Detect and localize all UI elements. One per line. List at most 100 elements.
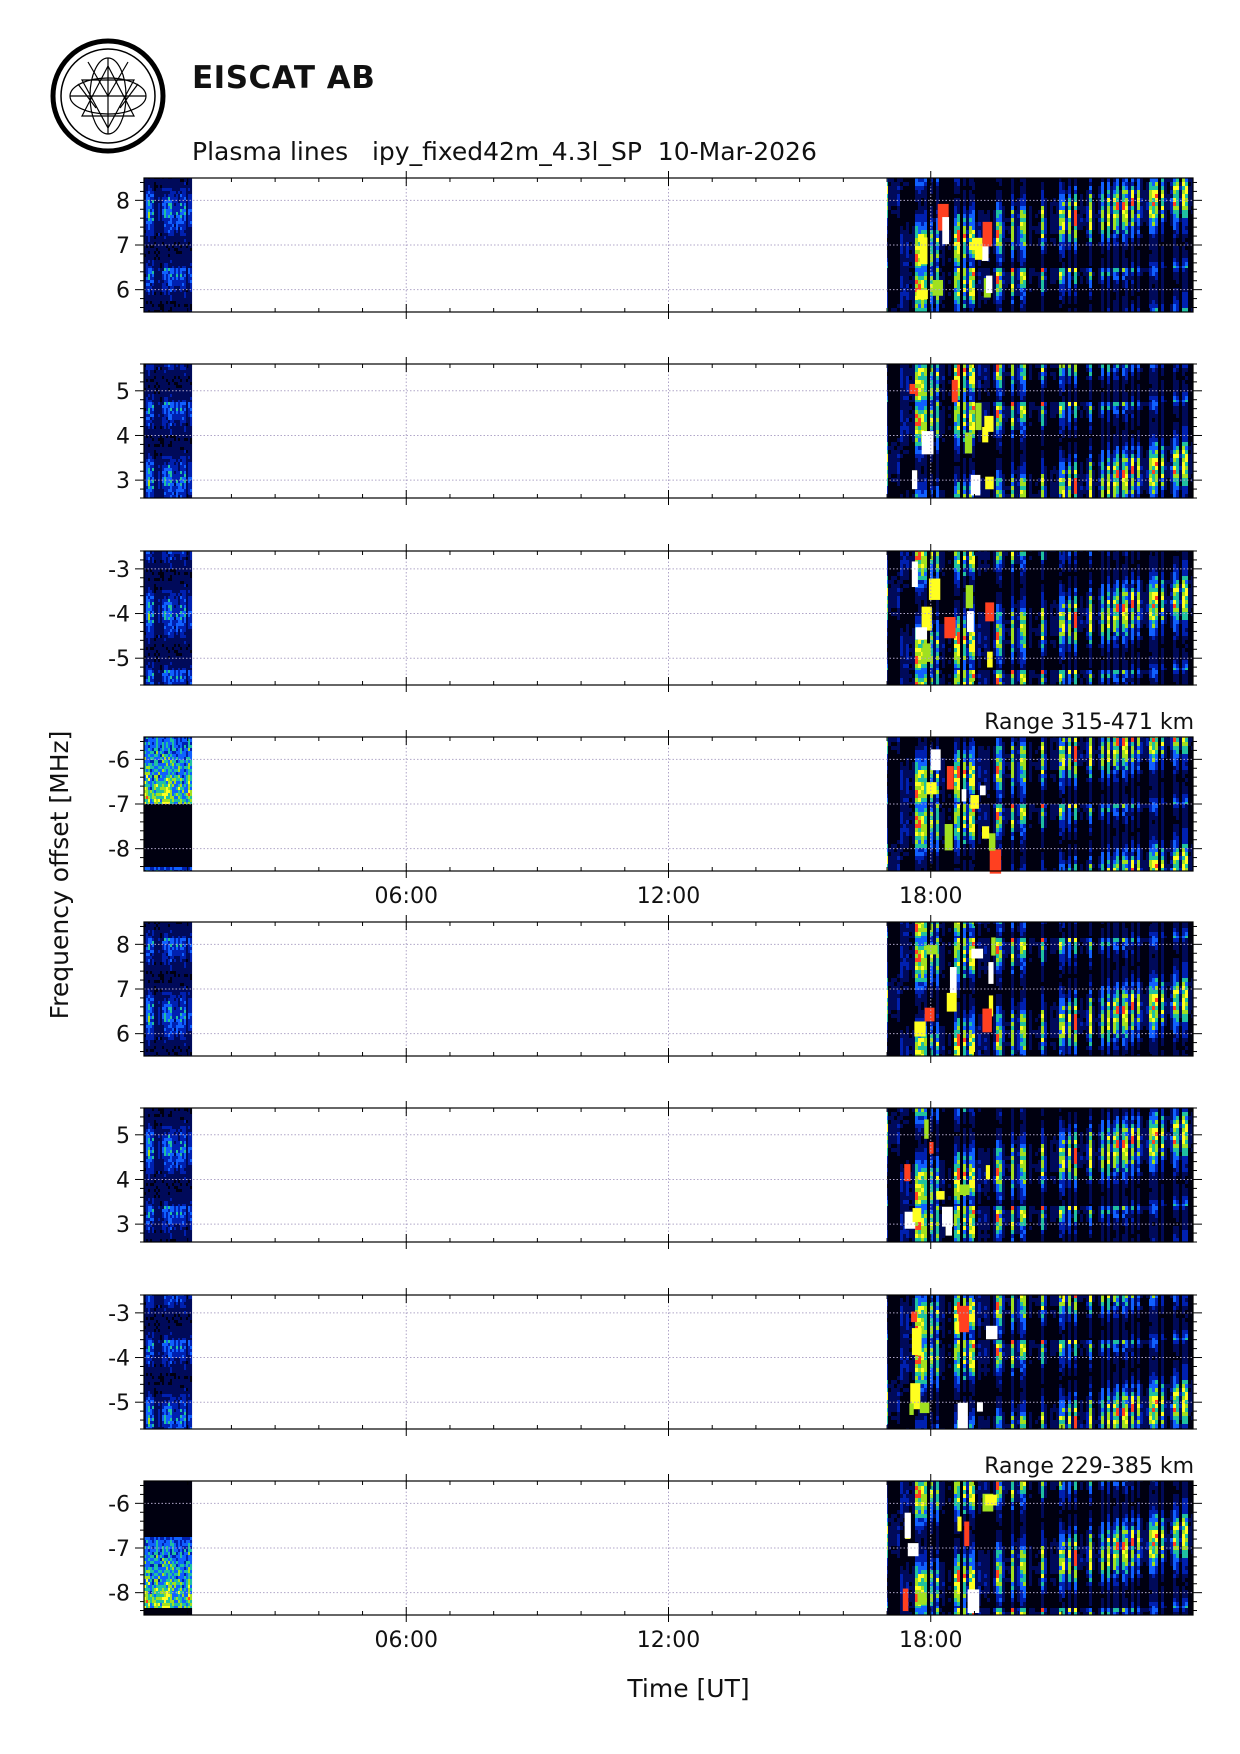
panel-2-1: 6 7 8: [116, 915, 1202, 1063]
heatmap-burst: [982, 221, 993, 247]
y-tick-label: -6: [108, 1492, 130, 1517]
heatmap-burst: [949, 967, 957, 995]
heatmap-burst: [988, 995, 994, 1017]
heatmap-burst: [985, 476, 994, 490]
heatmap-burst: [909, 1403, 914, 1415]
header: EISCAT AB Plasma lines ipy_fixed42m_4.3l…: [0, 0, 1240, 170]
y-tick-label: -3: [108, 558, 130, 583]
heatmap-burst: [936, 1191, 945, 1200]
heatmap-block: [887, 1108, 1193, 1242]
heatmap-burst: [967, 1589, 980, 1614]
heatmap-burst: [986, 275, 993, 294]
heatmap-burst: [966, 611, 974, 632]
heatmap-burst: [911, 1328, 922, 1356]
plot-title: Plasma lines ipy_fixed42m_4.3l_SP 10-Mar…: [192, 137, 817, 166]
heatmap-burst: [958, 1305, 970, 1333]
heatmap-burst: [957, 1402, 968, 1431]
y-tick-label: 3: [116, 1213, 130, 1238]
heatmap-burst: [955, 1321, 960, 1334]
y-tick-label: -8: [108, 838, 130, 863]
organization-title: EISCAT AB: [192, 60, 376, 96]
heatmap-burst: [944, 824, 953, 851]
logo-outer-ring: [50, 38, 166, 154]
heatmap-burst: [911, 561, 918, 588]
heatmap-burst: [904, 1512, 911, 1539]
heatmap-burst: [959, 1184, 970, 1196]
heatmap-burst: [988, 962, 994, 984]
heatmap-burst: [944, 616, 956, 639]
heatmap-burst: [945, 1209, 953, 1236]
heatmap-burst: [919, 1402, 930, 1414]
y-tick-label: 7: [116, 978, 130, 1003]
heatmap-burst: [970, 795, 979, 809]
heatmap-burst: [902, 1588, 909, 1612]
range-label: Range 315-471 km: [984, 710, 1194, 735]
heatmap-burst: [946, 992, 957, 1012]
heatmap-burst: [929, 1141, 934, 1154]
y-tick-label: 6: [116, 1023, 130, 1048]
y-tick-label: 5: [116, 380, 130, 405]
panel-2-4: -8 -7 -6 Range 229-385 km 06:00 12:00 18:00: [108, 1454, 1202, 1653]
heatmap-burst: [989, 849, 1002, 874]
heatmap-burst: [988, 833, 996, 851]
heatmap-burst: [915, 627, 928, 640]
heatmap-burst: [942, 217, 950, 245]
heatmap-burst: [924, 1007, 935, 1022]
panel-2-3: -5 -4 -3: [108, 1288, 1202, 1436]
y-tick-label: 6: [116, 279, 130, 304]
figure-labels: Time [UT] Frequency offset [MHz]: [45, 731, 750, 1703]
heatmap-block: [144, 551, 193, 685]
heatmap-burst: [964, 1521, 970, 1547]
heatmap-burst: [981, 243, 989, 261]
heatmap-burst: [964, 432, 973, 454]
heatmap-burst: [975, 402, 982, 431]
panel-2-2: 3 4 5: [116, 1101, 1202, 1249]
heatmap-burst: [921, 431, 934, 455]
x-tick-label: 12:00: [637, 884, 700, 909]
heatmap-burst: [926, 782, 937, 795]
y-tick-label: 8: [116, 189, 130, 214]
heatmap-burst: [985, 1165, 991, 1180]
heatmap-burst: [971, 948, 984, 959]
heatmap-block: [144, 1108, 193, 1242]
heatmap-burst: [991, 937, 996, 956]
heatmap-burst: [979, 785, 986, 796]
heatmap-block: [887, 364, 1193, 498]
heatmap-block: [887, 551, 1193, 685]
panels: 6 7 8 3 4 5 -5 -4 -3 -8 -7 -6 Range 315-471 km 06:00 1…: [108, 171, 1202, 1653]
heatmap-burst: [926, 945, 938, 955]
y-tick-label: -4: [108, 1347, 130, 1372]
logo-inner-ring: [60, 48, 156, 144]
heatmap-block: [144, 1295, 193, 1429]
y-tick-label: 3: [116, 469, 130, 494]
heatmap-burst: [904, 1164, 911, 1182]
heatmap-burst: [924, 1119, 929, 1139]
y-tick-label: -7: [108, 793, 130, 818]
y-tick-label: 8: [116, 933, 130, 958]
heatmap-burst: [946, 766, 954, 790]
eiscat-logo: [50, 38, 166, 154]
heatmap-burst: [928, 578, 941, 600]
heatmap-burst: [912, 1208, 922, 1223]
y-tick-label: 7: [116, 234, 130, 259]
y-tick-label: 5: [116, 1124, 130, 1149]
heatmap-burst: [974, 237, 983, 260]
x-tick-label: 18:00: [899, 884, 962, 909]
heatmap-burst: [922, 643, 931, 662]
heatmap-burst: [917, 1592, 927, 1605]
range-label: Range 229-385 km: [984, 1454, 1194, 1479]
panel-1-4: -8 -7 -6 Range 315-471 km 06:00 12:00 18:00: [108, 710, 1202, 909]
heatmap-burst: [911, 1311, 917, 1323]
panel-1-2: 3 4 5: [116, 357, 1202, 505]
heatmap-burst: [909, 383, 916, 394]
x-tick-label: 06:00: [375, 1628, 438, 1653]
heatmap-burst: [961, 789, 967, 802]
heatmap-block: [887, 1295, 1193, 1429]
y-tick-label: -5: [108, 1391, 130, 1416]
heatmap-burst: [914, 1021, 926, 1037]
heatmap-burst: [982, 826, 990, 839]
panel-1-1: 6 7 8: [116, 171, 1202, 319]
x-tick-label: 06:00: [375, 884, 438, 909]
heatmap-block: [144, 364, 193, 498]
